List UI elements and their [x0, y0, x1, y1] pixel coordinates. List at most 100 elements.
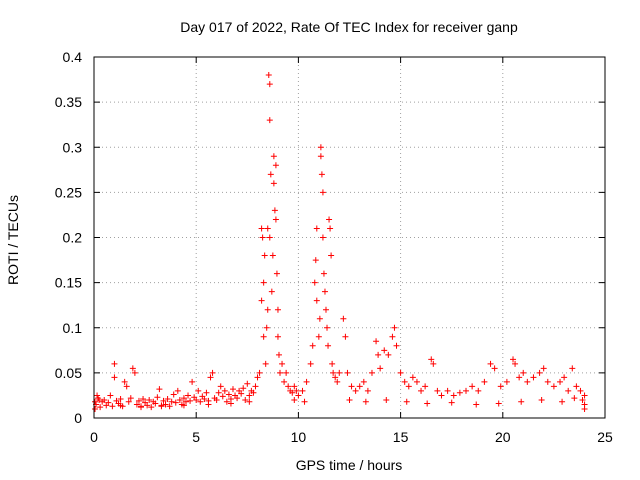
data-point: [348, 383, 355, 390]
data-point: [377, 365, 384, 372]
data-point: [135, 397, 142, 404]
data-point: [311, 279, 318, 286]
data-point: [238, 390, 245, 397]
data-point: [569, 365, 576, 372]
data-point: [360, 378, 367, 385]
data-point: [107, 392, 114, 399]
y-tick-label: 0.25: [55, 184, 82, 200]
data-point: [269, 252, 276, 259]
x-tick-label: 5: [192, 429, 200, 445]
data-point: [270, 180, 277, 187]
data-point: [581, 405, 588, 412]
data-point: [401, 378, 408, 385]
data-point: [209, 369, 216, 376]
y-tick-label: 0.35: [55, 94, 82, 110]
data-point: [242, 396, 249, 403]
data-point: [317, 153, 324, 160]
data-point: [97, 404, 104, 411]
data-point: [571, 395, 578, 402]
data-point: [162, 401, 169, 408]
data-point: [156, 386, 163, 393]
data-point: [309, 342, 316, 349]
data-point: [340, 315, 347, 322]
data-point: [448, 399, 455, 406]
y-tick-label: 0: [74, 410, 82, 426]
data-point: [422, 383, 429, 390]
data-point: [516, 374, 523, 381]
data-point: [189, 378, 196, 385]
y-tick-label: 0.15: [55, 275, 82, 291]
axis-ticks: 0 5 10 15 20 25 0 0.05 0.1 0.15 0.2 0.25 0.3 0.35 0.4: [55, 49, 613, 445]
data-point: [195, 387, 202, 394]
data-point: [266, 117, 273, 124]
data-point: [263, 324, 270, 331]
data-point: [259, 234, 266, 241]
y-tick-label: 0.3: [63, 139, 83, 155]
data-point: [213, 396, 220, 403]
data-point: [565, 387, 572, 394]
data-point: [295, 392, 302, 399]
data-point: [346, 396, 353, 403]
data-point: [160, 397, 167, 404]
data-point: [291, 383, 298, 390]
data-point: [174, 387, 181, 394]
data-point: [111, 360, 118, 367]
gridlines: [94, 57, 605, 418]
data-point: [182, 398, 189, 405]
data-point: [463, 387, 470, 394]
data-point: [438, 392, 445, 399]
data-point: [275, 351, 282, 358]
data-point: [197, 398, 204, 405]
data-point: [540, 365, 547, 372]
data-point: [561, 374, 568, 381]
data-point: [397, 369, 404, 376]
data-point: [319, 189, 326, 196]
data-point: [557, 378, 564, 385]
data-point: [491, 365, 498, 372]
data-point: [418, 387, 425, 394]
data-point: [229, 386, 236, 393]
y-tick-label: 0.1: [63, 320, 83, 336]
data-point: [324, 324, 331, 331]
data-point: [317, 144, 324, 151]
data-point: [497, 383, 504, 390]
data-point: [299, 387, 306, 394]
data-point: [273, 270, 280, 277]
data-point: [146, 396, 153, 403]
data-point: [334, 378, 341, 385]
data-point: [444, 387, 451, 394]
data-point: [111, 374, 118, 381]
data-point: [342, 333, 349, 340]
data-point: [272, 216, 279, 223]
data-point: [289, 389, 296, 396]
data-point: [579, 396, 586, 403]
data-point: [413, 378, 420, 385]
data-point: [246, 398, 253, 405]
data-point: [544, 378, 551, 385]
data-point: [313, 297, 320, 304]
x-tick-label: 15: [393, 429, 409, 445]
x-tick-label: 10: [291, 429, 307, 445]
data-point: [318, 171, 325, 178]
data-point: [258, 297, 265, 304]
data-point: [430, 360, 437, 367]
data-point: [293, 387, 300, 394]
data-point: [336, 369, 343, 376]
data-point: [225, 391, 232, 398]
data-point: [117, 402, 124, 409]
data-point: [180, 402, 187, 409]
data-point: [264, 225, 271, 232]
data-point: [270, 153, 277, 160]
data-point: [424, 400, 431, 407]
data-point: [316, 315, 323, 322]
data-point: [250, 389, 257, 396]
data-point: [121, 378, 128, 385]
data-point: [185, 392, 192, 399]
data-point: [260, 279, 267, 286]
data-point: [301, 398, 308, 405]
data-point: [240, 385, 247, 392]
data-points: [92, 72, 588, 412]
data-point: [223, 398, 230, 405]
data-point: [520, 369, 527, 376]
